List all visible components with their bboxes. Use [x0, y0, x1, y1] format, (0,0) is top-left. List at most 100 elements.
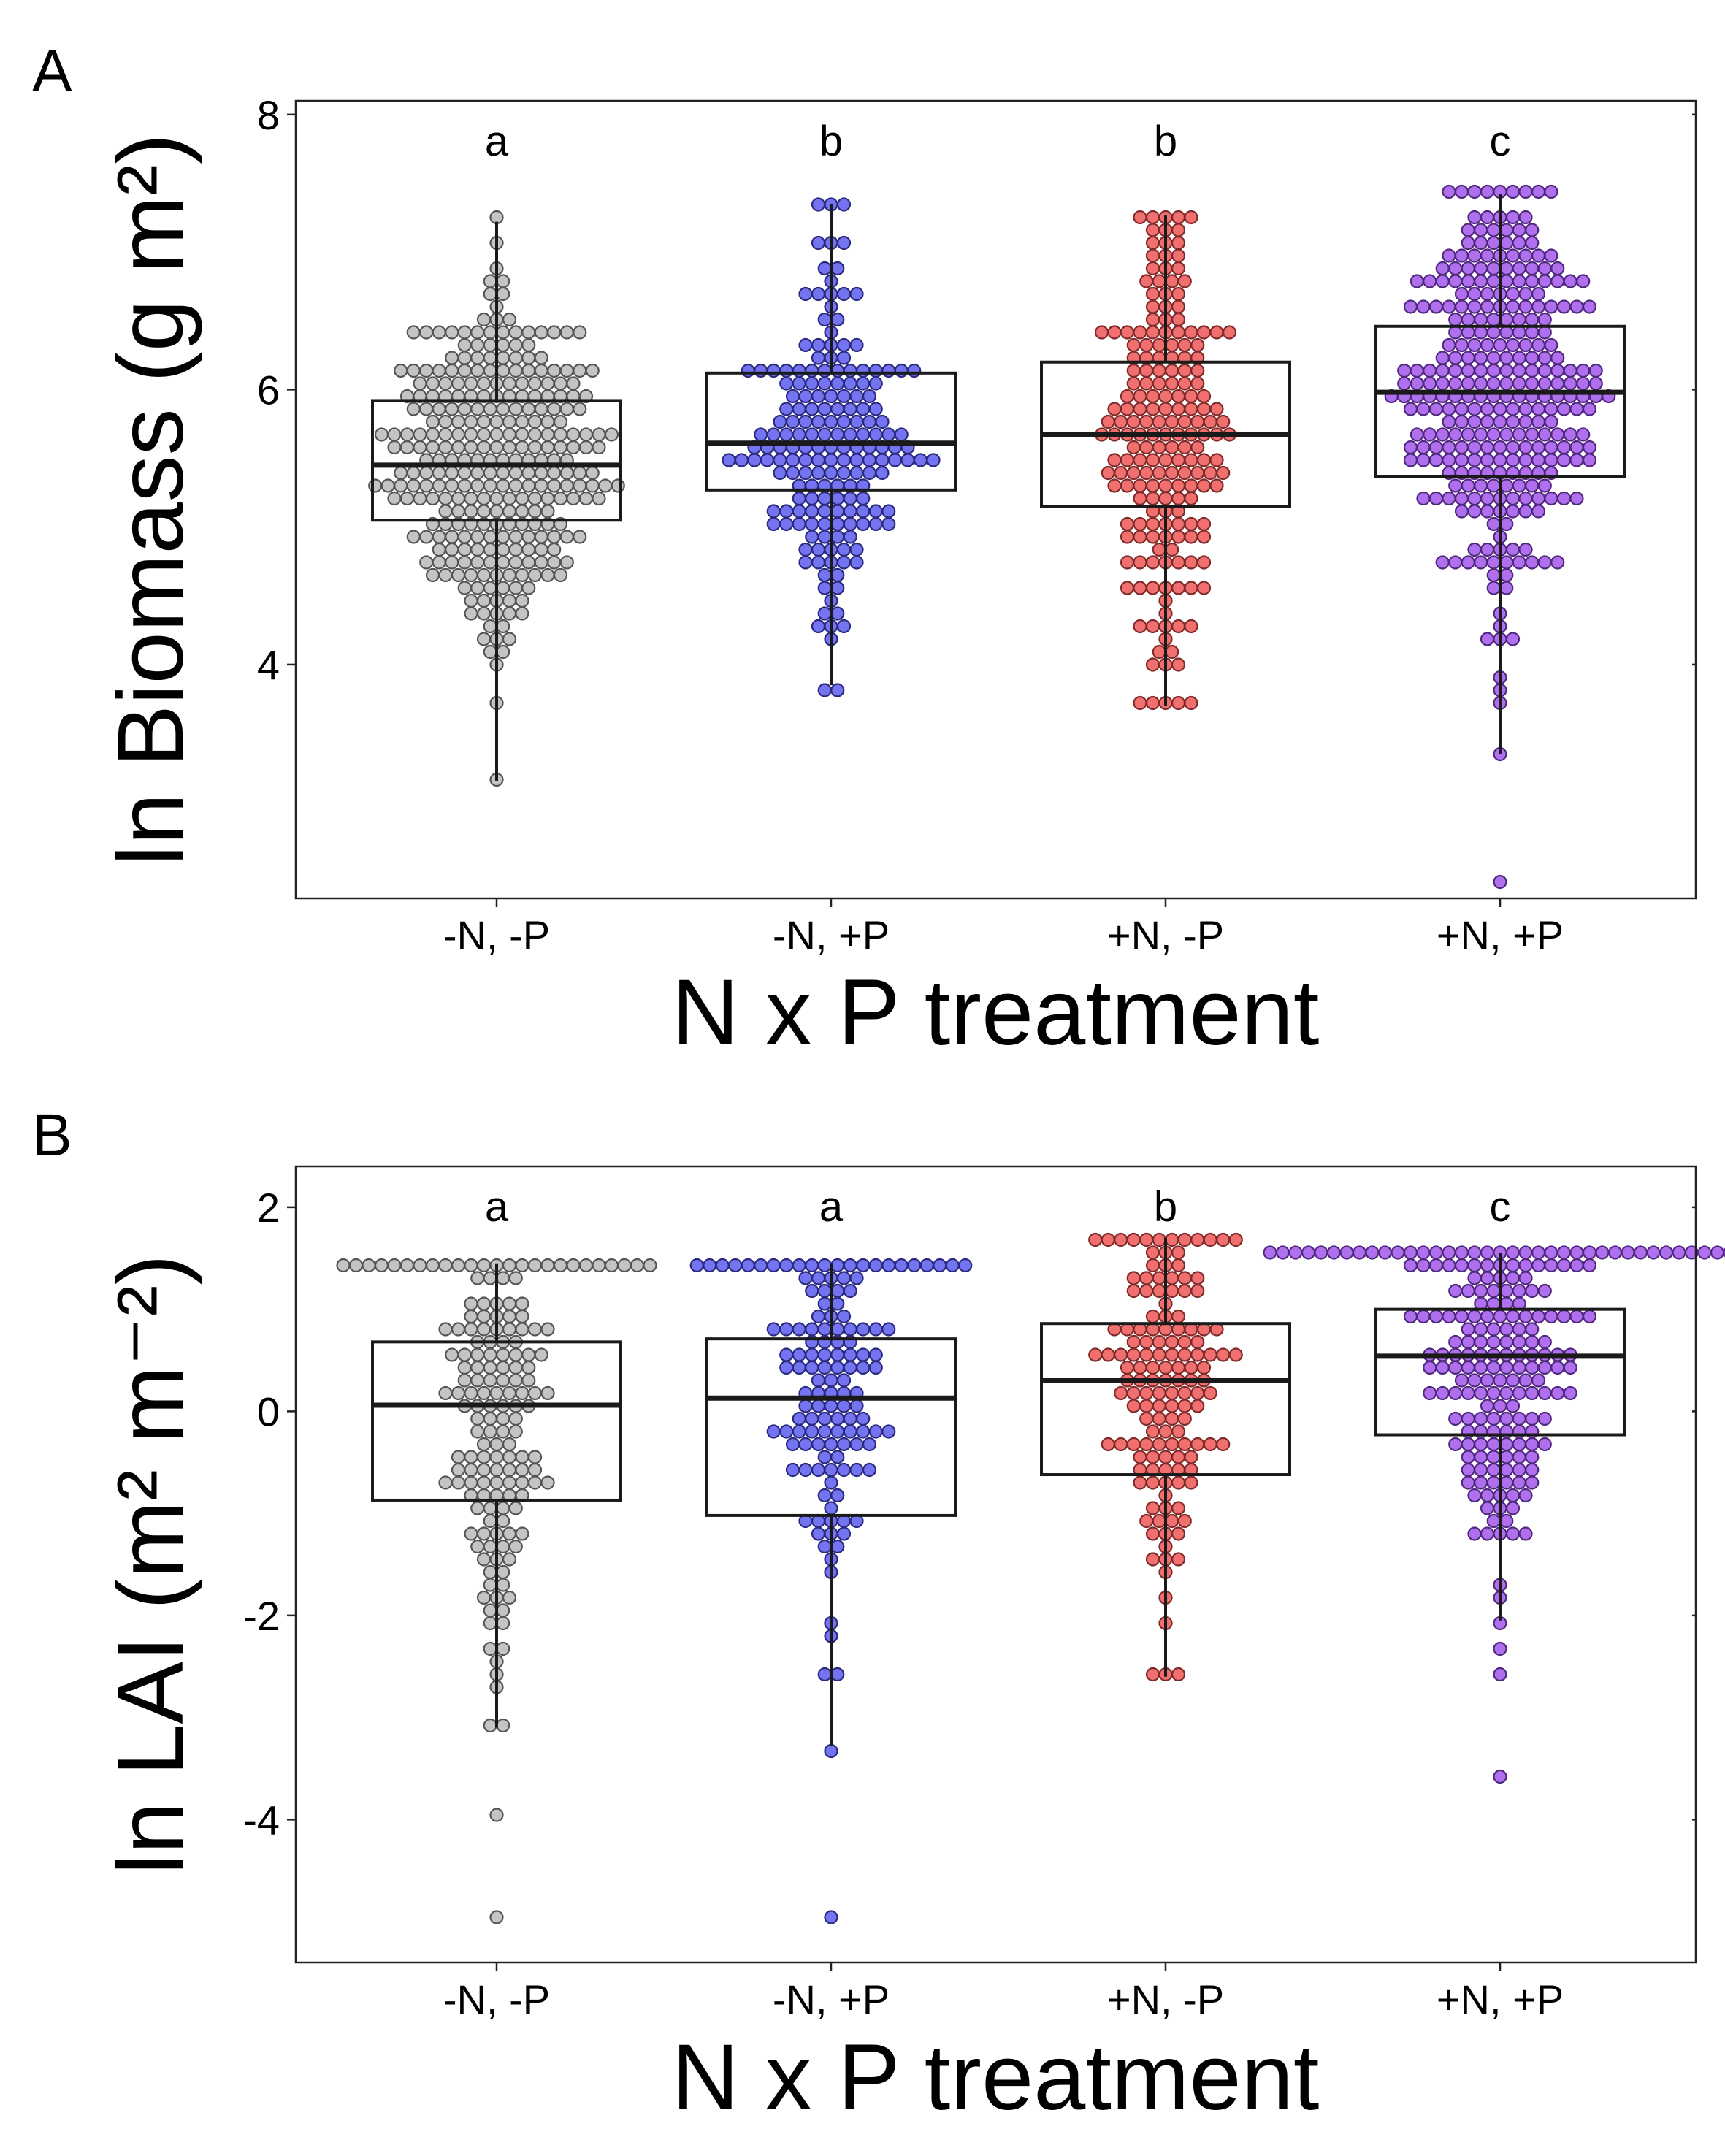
data-point: [496, 337, 510, 353]
data-point: [1544, 299, 1558, 314]
data-point: [470, 478, 485, 493]
data-point: [1171, 248, 1186, 263]
data-point: [521, 325, 536, 340]
data-point: [406, 478, 421, 493]
data-point: [830, 606, 845, 621]
data-point: [1152, 1348, 1166, 1362]
data-point: [547, 325, 562, 340]
data-point: [1499, 1513, 1514, 1529]
data-point: [881, 427, 896, 442]
data-point: [1145, 402, 1160, 416]
data-point: [1454, 1245, 1469, 1260]
data-point: [1152, 274, 1166, 288]
data-point: [1474, 363, 1488, 378]
data-point: [1544, 453, 1558, 467]
data-point: [547, 363, 562, 378]
data-point: [1196, 581, 1212, 595]
data-point: [1582, 402, 1597, 416]
data-point: [1544, 491, 1558, 506]
data-point: [1512, 555, 1526, 570]
data-point: [817, 261, 832, 276]
data-point: [913, 453, 928, 467]
data-point: [1133, 402, 1147, 416]
data-point: [483, 1271, 497, 1285]
data-point: [1435, 274, 1450, 288]
data-point: [1126, 1283, 1141, 1299]
data-point: [1454, 414, 1469, 429]
data-point: [1126, 1385, 1141, 1401]
data-point: [559, 465, 574, 481]
data-point: [1365, 1245, 1380, 1260]
data-point: [1480, 1526, 1495, 1541]
data-point: [451, 1450, 466, 1464]
data-point: [1531, 504, 1546, 519]
data-point: [457, 478, 472, 493]
data-point: [553, 376, 568, 391]
data-point: [1467, 1271, 1482, 1285]
data-point: [1518, 453, 1533, 467]
data-point: [958, 1258, 973, 1273]
data-point: [1493, 337, 1507, 353]
data-point: [1531, 1258, 1546, 1273]
box-iqr: [1374, 1307, 1626, 1437]
data-point: [1461, 223, 1475, 237]
data-point: [1499, 1334, 1514, 1350]
data-point: [1165, 337, 1179, 353]
data-point: [1556, 402, 1572, 416]
data-point: [798, 1399, 813, 1413]
x-tick-label: -N, +P: [773, 1976, 890, 2022]
data-point: [592, 427, 606, 442]
data-point: [496, 1348, 510, 1362]
data-point: [1480, 504, 1495, 519]
data-point: [527, 427, 543, 442]
data-point: [1505, 1373, 1521, 1388]
data-point: [1145, 1450, 1160, 1464]
data-point: [1518, 491, 1533, 506]
data-point: [399, 427, 415, 442]
data-point: [1133, 210, 1147, 225]
data-point: [1145, 210, 1160, 225]
data-point: [1403, 440, 1418, 455]
panel-b-boxes: [371, 1237, 1626, 1746]
data-point: [1152, 1385, 1166, 1401]
data-point: [380, 478, 395, 493]
data-point: [849, 337, 864, 353]
panel-a-plot-frame: [294, 99, 1697, 900]
data-point: [830, 1296, 845, 1311]
data-point: [1184, 1450, 1198, 1464]
data-point: [1499, 351, 1514, 365]
data-point: [811, 389, 826, 404]
data-point: [1505, 1258, 1521, 1273]
data-point: [496, 1641, 510, 1656]
data-point: [1544, 402, 1558, 416]
data-point: [1550, 274, 1565, 288]
data-point: [1177, 465, 1192, 481]
data-point: [553, 491, 568, 506]
data-point: [1499, 325, 1514, 340]
data-point: [1171, 223, 1186, 237]
data-point: [1171, 491, 1186, 506]
data-point: [1448, 478, 1463, 493]
data-point: [1493, 1399, 1507, 1413]
data-point: [1556, 440, 1572, 455]
data-point: [1537, 555, 1552, 570]
data-point: [1139, 376, 1154, 391]
data-point: [1525, 1385, 1540, 1401]
data-point: [1569, 402, 1584, 416]
data-point: [540, 1385, 555, 1401]
data-point: [830, 363, 845, 378]
data-point: [1428, 1258, 1444, 1273]
panel-b-plot-frame: [294, 1165, 1697, 1964]
data-point: [521, 402, 536, 416]
data-point: [1145, 530, 1160, 544]
data-point: [1505, 1309, 1521, 1324]
data-point: [766, 427, 781, 442]
data-point: [527, 376, 543, 391]
data-point: [1512, 235, 1526, 251]
data-point: [445, 555, 459, 570]
data-point: [1165, 1348, 1179, 1362]
data-point: [1145, 478, 1160, 493]
data-point: [508, 1271, 523, 1285]
data-point: [849, 465, 864, 481]
